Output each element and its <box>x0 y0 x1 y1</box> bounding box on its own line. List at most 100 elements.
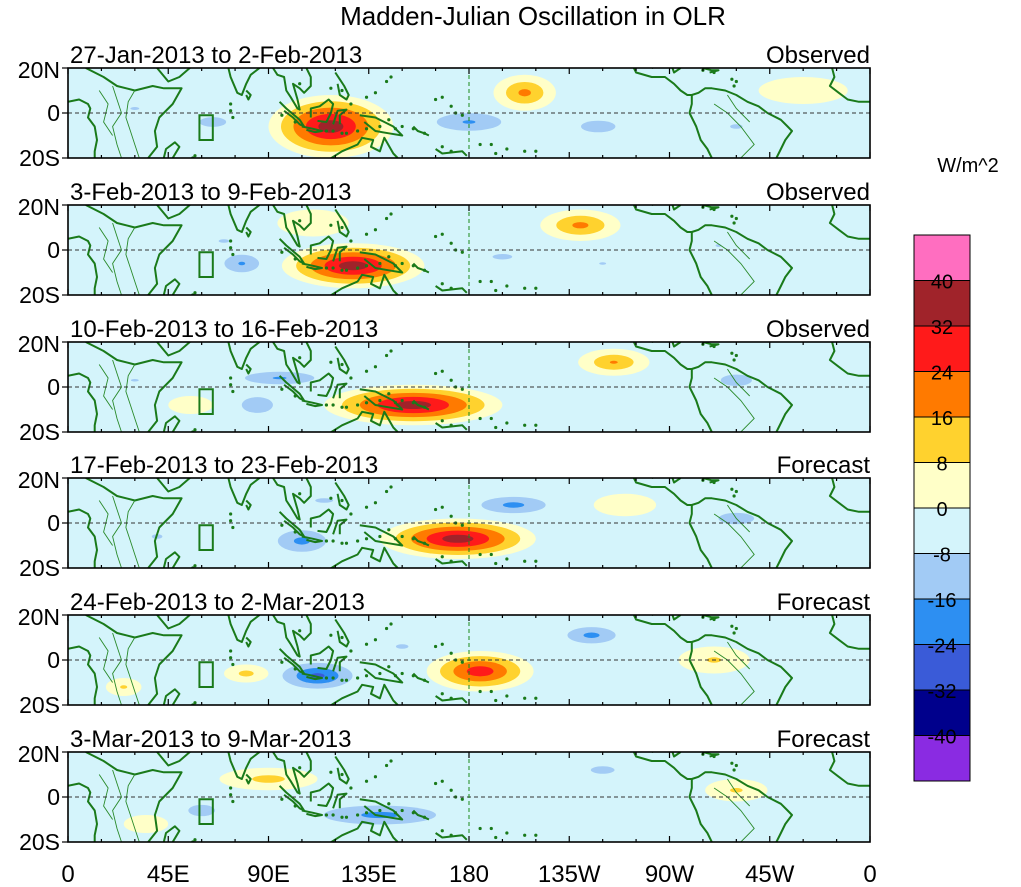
coastline-3 <box>156 752 192 767</box>
contour-level <box>130 379 139 382</box>
ytick-label-3: 20S <box>19 145 60 171</box>
anomaly-2 <box>460 491 568 519</box>
island-40 <box>280 523 284 527</box>
island-2 <box>400 124 404 129</box>
island-2 <box>400 398 404 403</box>
panel-2: 3-Feb-2013 to 9-Feb-2013 Observed 20N 0 20S <box>18 179 871 308</box>
anomaly-6 <box>99 369 171 392</box>
coastline-10 <box>332 108 348 125</box>
island-4 <box>422 405 427 409</box>
colorbar-label-12: -40 <box>928 727 957 749</box>
coastline-14 <box>412 809 430 821</box>
colorbar-label-5: 16 <box>931 408 953 430</box>
island-14 <box>440 369 444 373</box>
island-1 <box>378 808 382 813</box>
island-32 <box>349 512 353 516</box>
coastline-4 <box>227 205 261 233</box>
island-9 <box>384 489 389 494</box>
coastline-12 <box>359 661 404 684</box>
panel-1: 27-Jan-2013 to 2-Feb-2013 Observed 20N 0 20S <box>18 42 871 171</box>
island-15 <box>449 378 453 382</box>
panel-status: Forecast <box>777 726 871 753</box>
island-33 <box>340 405 344 409</box>
island-37 <box>324 266 329 270</box>
coastline-12 <box>359 524 404 547</box>
panel-period: 3-Mar-2013 to 9-Mar-2013 <box>70 726 351 753</box>
coastline-21 <box>68 782 98 842</box>
border-4 <box>713 513 755 568</box>
anomaly-1 <box>379 518 536 559</box>
coastline-8 <box>301 399 323 408</box>
colorbar-label-9: -16 <box>928 590 957 612</box>
island-13 <box>433 371 438 376</box>
island-27 <box>229 383 233 387</box>
island-34 <box>344 131 349 135</box>
island-31 <box>340 225 344 230</box>
island-27 <box>229 793 233 797</box>
coastline-20 <box>828 478 870 513</box>
island-19 <box>489 826 493 831</box>
border-5 <box>727 94 751 123</box>
island-36 <box>364 264 369 268</box>
ytick-label-2: 0 <box>47 784 60 810</box>
contour-level <box>293 537 310 545</box>
coastline-14 <box>412 399 430 411</box>
island-34 <box>344 678 349 682</box>
island-35 <box>356 266 360 270</box>
island-21 <box>505 694 509 698</box>
border-4 <box>713 103 755 158</box>
island-38 <box>331 403 335 407</box>
coastline-6 <box>272 752 312 795</box>
island-23 <box>534 833 538 837</box>
island-31 <box>340 498 344 503</box>
coastline-9 <box>309 372 335 397</box>
island-13 <box>433 234 438 239</box>
coastlines <box>68 478 870 568</box>
anomaly-4 <box>197 232 251 250</box>
island-32 <box>349 102 353 106</box>
island-3 <box>411 537 415 541</box>
coastline-18 <box>651 478 682 484</box>
island-29 <box>298 356 302 360</box>
island-7 <box>387 665 391 669</box>
border-1 <box>125 227 140 295</box>
island-20 <box>494 698 498 703</box>
island-1 <box>378 398 382 403</box>
island-8 <box>393 127 398 131</box>
island-4 <box>422 268 427 272</box>
coastlines <box>68 615 870 705</box>
contour-level <box>238 670 254 677</box>
island-29 <box>298 492 302 496</box>
island-3 <box>411 127 415 131</box>
island-40 <box>280 250 284 254</box>
anomaly-7 <box>571 252 634 275</box>
island-28 <box>231 389 235 394</box>
island-38 <box>331 539 335 543</box>
island-30 <box>329 633 333 637</box>
border-1 <box>125 637 140 705</box>
coastline-21 <box>68 235 98 295</box>
ytick-label-1: 20N <box>18 331 60 357</box>
island-33 <box>340 268 344 272</box>
ytick-label-2: 0 <box>47 237 60 263</box>
island-6 <box>449 833 453 837</box>
coastline-14 <box>412 672 430 684</box>
island-42 <box>712 754 716 759</box>
island-43 <box>730 761 734 765</box>
coastline-15 <box>435 285 468 294</box>
island-12 <box>373 501 378 505</box>
coastline-10 <box>332 382 348 399</box>
island-21 <box>505 284 509 288</box>
coastline-14 <box>412 125 430 137</box>
anomaly-5 <box>705 369 768 392</box>
anomaly-3 <box>567 758 639 782</box>
anomaly-6 <box>123 815 169 833</box>
island-36 <box>364 127 369 131</box>
island-15 <box>449 651 453 655</box>
island-26 <box>229 649 233 653</box>
contour-level <box>395 644 409 649</box>
colorbar-swatch-1 <box>913 234 971 281</box>
island-38 <box>331 676 335 680</box>
anomaly-2 <box>551 621 632 649</box>
coastline-8 <box>301 125 323 134</box>
